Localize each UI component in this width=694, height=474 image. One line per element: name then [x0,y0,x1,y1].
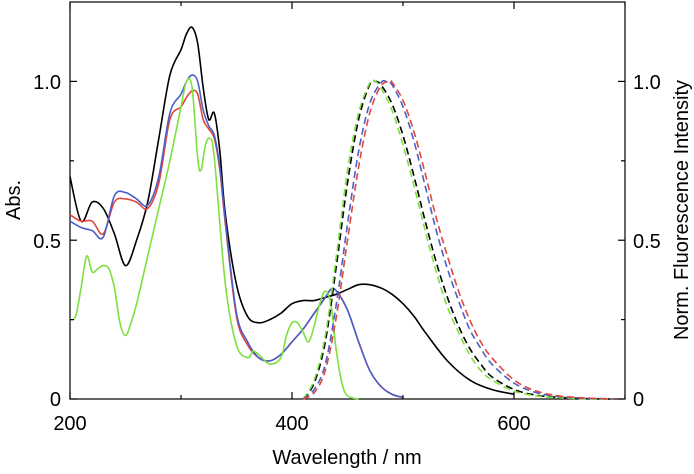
series-line-fluorescence-red [302,79,614,400]
y-right-axis-title: Norm. Fluorescence Intensity [671,80,693,340]
y-right-tick-label: 0 [633,389,644,411]
series-line-fluorescence-green [302,79,614,400]
x-tick-label: 600 [497,413,530,435]
plot-area [69,26,614,400]
y-left-tick-label: 0.5 [33,231,61,253]
series-line-absorption-green [69,77,359,400]
series-line-absorption-blue [69,74,404,399]
y-right-tick-label: 0.5 [633,231,661,253]
plot-frame [69,1,626,400]
x-tick-label: 400 [275,413,308,435]
series-line-fluorescence-black [302,79,614,400]
x-axis-title: Wavelength / nm [272,447,421,469]
y-left-tick-label: 0 [50,389,61,411]
series-line-absorption-black [69,26,515,396]
y-left-axis-title: Abs. [3,180,25,220]
y-left-tick-label: 1.0 [33,72,61,94]
tick-marks [69,2,626,400]
x-tick-label: 200 [53,413,86,435]
series-line-fluorescence-blue [302,79,614,400]
y-right-tick-label: 1.0 [633,72,661,94]
